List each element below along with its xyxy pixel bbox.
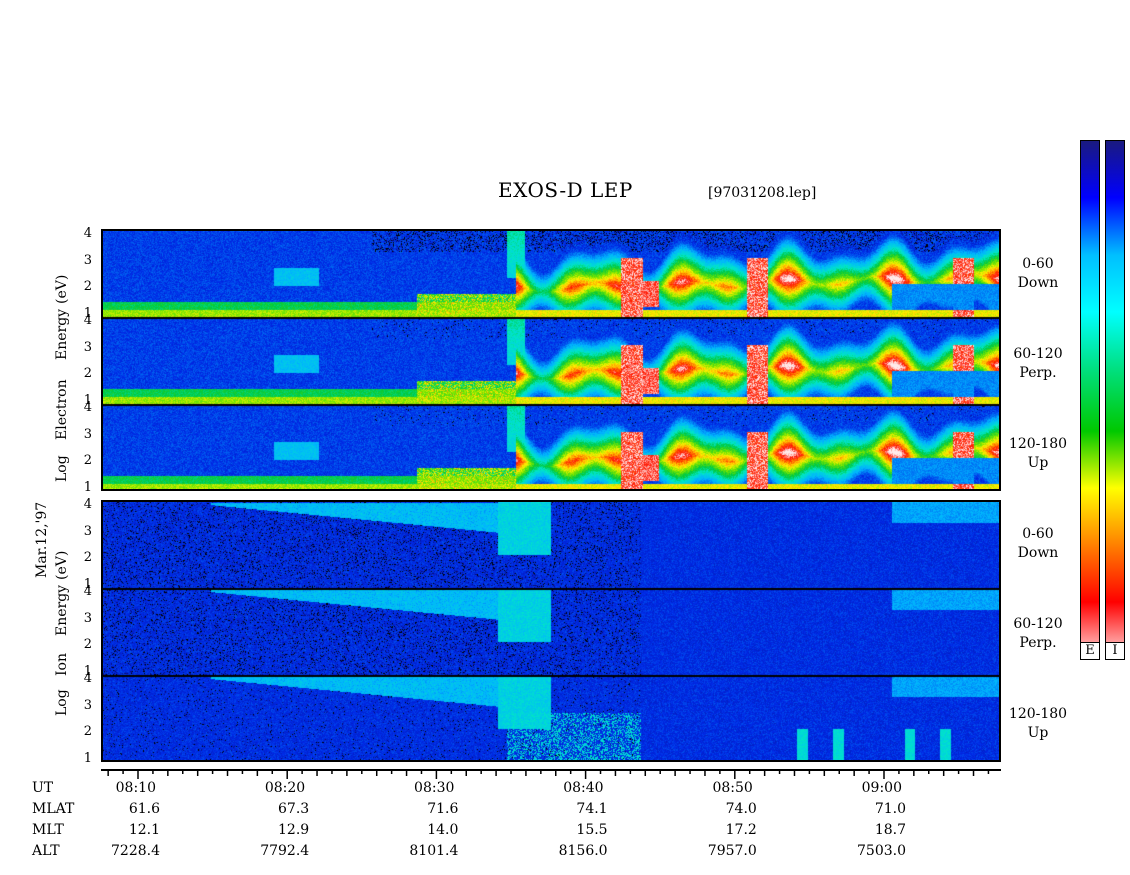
pitch-range: 0-60 — [1022, 256, 1054, 272]
ephemeris-alt-value: 7957.0 — [707, 843, 757, 859]
ephemeris-alt-value: 8156.0 — [558, 843, 608, 859]
y-tick-label: 3 — [83, 523, 92, 539]
y-tick-label: 2 — [83, 550, 92, 566]
ephemeris-mlat-value: 71.0 — [874, 801, 906, 817]
y-tick-label: 2 — [83, 366, 92, 382]
ephemeris-alt-value: 7503.0 — [857, 843, 906, 859]
pitch-dir: Up — [1027, 725, 1049, 741]
ephemeris-ut-value: 08:50 — [712, 780, 753, 796]
ion-spectrogram-canvas — [103, 502, 999, 760]
pitch-dir: Down — [1017, 545, 1059, 561]
ion-colorbar-label: I — [1105, 642, 1125, 660]
pitch-dir: Down — [1017, 275, 1059, 291]
y-tick-label: 4 — [83, 312, 92, 328]
ephemeris-mlat-value: 74.1 — [576, 801, 608, 817]
ephemeris-ut-value: 08:40 — [563, 780, 604, 796]
y-tick-label: 2 — [83, 724, 92, 740]
electron-colorbar-label: E — [1080, 642, 1100, 660]
y-tick-label: 1 — [83, 751, 92, 767]
ephemeris-ut-value: 08:10 — [115, 780, 156, 796]
y-tick-label: 1 — [83, 480, 92, 496]
ephemeris-alt-value: 7792.4 — [260, 843, 310, 859]
file-label: [97031208.lep] — [708, 185, 817, 201]
y-tick-label: 3 — [83, 610, 92, 626]
row-label-mlat: MLAT — [32, 801, 75, 817]
ephemeris-mlt-value: 18.7 — [874, 822, 906, 838]
pitch-range: 60-120 — [1013, 346, 1063, 362]
ephemeris-ut-value: 08:20 — [264, 780, 306, 796]
y-tick-label: 1 — [83, 306, 92, 322]
ephemeris-ut-value: 08:30 — [414, 780, 455, 796]
y-tick-label: 4 — [83, 225, 92, 241]
y-tick-label: 3 — [83, 252, 92, 268]
pitch-range: 60-120 — [1013, 616, 1063, 632]
pitch-label-e-up: 120-180 Up — [1008, 435, 1068, 473]
ephemeris-mlat-value: 61.6 — [128, 801, 160, 817]
pitch-label-i-up: 120-180 Up — [1008, 705, 1068, 743]
row-label-mlt: MLT — [32, 822, 64, 838]
y-tick-label: 4 — [83, 670, 92, 686]
y-tick-label: 3 — [83, 426, 92, 442]
ephemeris-mlt-value: 12.9 — [278, 822, 310, 838]
pitch-range: 120-180 — [1008, 706, 1068, 722]
pitch-dir: Up — [1027, 455, 1049, 471]
electron-spectrogram — [101, 229, 1001, 491]
y-tick-label: 4 — [83, 583, 92, 599]
row-label-alt: ALT — [32, 843, 60, 859]
pitch-label-e-perp: 60-120 Perp. — [1008, 345, 1068, 383]
pitch-range: 120-180 — [1008, 436, 1068, 452]
ephemeris-mlt-value: 12.1 — [128, 822, 160, 838]
ephemeris-mlt-value: 14.0 — [427, 822, 459, 838]
pitch-label-i-perp: 60-120 Perp. — [1008, 615, 1068, 653]
y-tick-label: 1 — [83, 577, 92, 593]
ephemeris-alt-value: 7228.4 — [111, 843, 160, 859]
y-tick-label: 1 — [83, 664, 92, 680]
ephemeris-ut-value: 09:00 — [861, 780, 902, 796]
y-tick-label: 4 — [83, 399, 92, 415]
y-tick-label: 2 — [83, 637, 92, 653]
y-tick-label: 3 — [83, 697, 92, 713]
ephemeris-alt-value: 8101.4 — [409, 843, 459, 859]
ephemeris-mlat-value: 74.0 — [725, 801, 757, 817]
pitch-dir: Perp. — [1019, 365, 1057, 381]
ephemeris-mlat-value: 67.3 — [278, 801, 310, 817]
y-tick-label: 4 — [83, 496, 92, 512]
pitch-label-e-down: 0-60 Down — [1008, 255, 1068, 293]
chart-title: EXOS-D LEP — [498, 178, 633, 202]
pitch-dir: Perp. — [1019, 635, 1057, 651]
pitch-range: 0-60 — [1022, 526, 1054, 542]
y-tick-label: 1 — [83, 393, 92, 409]
pitch-label-i-down: 0-60 Down — [1008, 525, 1068, 563]
ephemeris-mlat-value: 71.6 — [427, 801, 459, 817]
electron-spectrogram-canvas — [103, 231, 999, 489]
y-tick-label: 2 — [83, 279, 92, 295]
ephemeris-mlt-value: 15.5 — [576, 822, 608, 838]
y-tick-label: 2 — [83, 453, 92, 469]
ephemeris-mlt-value: 17.2 — [725, 822, 757, 838]
ion-spectrogram — [101, 500, 1001, 762]
row-label-ut: UT — [32, 780, 54, 796]
y-tick-label: 3 — [83, 339, 92, 355]
